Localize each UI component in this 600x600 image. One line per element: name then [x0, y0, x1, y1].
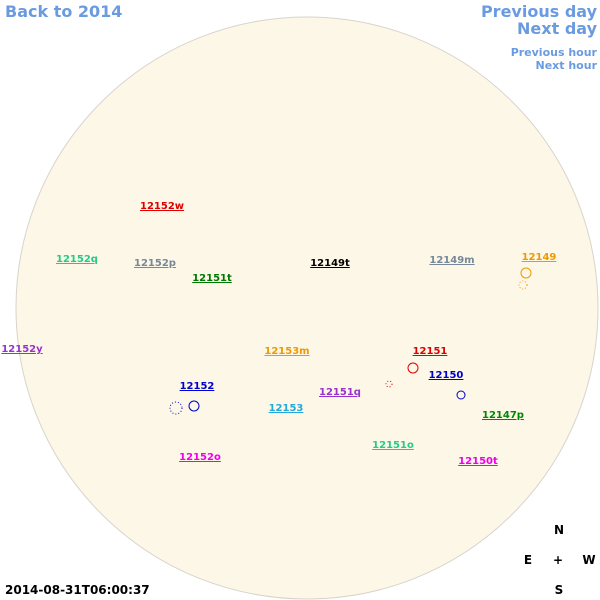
sunspot	[188, 400, 200, 412]
region-label: 12152q	[56, 254, 98, 265]
next-day-link[interactable]: Next day	[517, 19, 598, 38]
region-label: 12151t	[192, 273, 232, 284]
region-label: 12149m	[429, 255, 474, 266]
region-label: 12153	[269, 403, 304, 414]
back-link[interactable]: Back to 2014	[5, 2, 122, 21]
sunspot	[169, 401, 183, 415]
sunspot	[520, 267, 532, 279]
previous-day-link[interactable]: Previous day	[481, 2, 598, 21]
sunspot	[385, 380, 393, 388]
region-label: 12151o	[372, 440, 414, 451]
region-label: 12152o	[179, 452, 221, 463]
sunspot	[407, 362, 419, 374]
sunspots	[169, 267, 532, 415]
region-label: 12149t	[310, 258, 350, 269]
solar-disk	[15, 16, 599, 600]
region-label: 12151q	[319, 387, 361, 398]
region-label: 12152p	[134, 258, 176, 269]
compass-east: E	[524, 553, 532, 567]
region-label: 12152w	[140, 201, 184, 212]
region-label: 12150t	[458, 456, 498, 467]
region-label: 12152y	[1, 344, 43, 355]
next-hour-link[interactable]: Next hour	[536, 59, 598, 72]
region-label: 12149	[522, 252, 557, 263]
region-label: 12152	[180, 381, 215, 392]
compass-west: W	[582, 553, 595, 567]
compass-center: +	[553, 553, 563, 567]
region-label: 12151	[413, 346, 448, 357]
sunspot	[456, 390, 466, 400]
timestamp: 2014-08-31T06:00:37	[5, 583, 150, 597]
sunspot	[518, 280, 528, 290]
region-label: 12150	[429, 370, 464, 381]
region-label: 12147p	[482, 410, 524, 421]
compass-north: N	[554, 523, 564, 537]
region-label: 12153m	[264, 346, 309, 357]
compass-south: S	[555, 583, 564, 597]
previous-hour-link[interactable]: Previous hour	[511, 46, 598, 59]
